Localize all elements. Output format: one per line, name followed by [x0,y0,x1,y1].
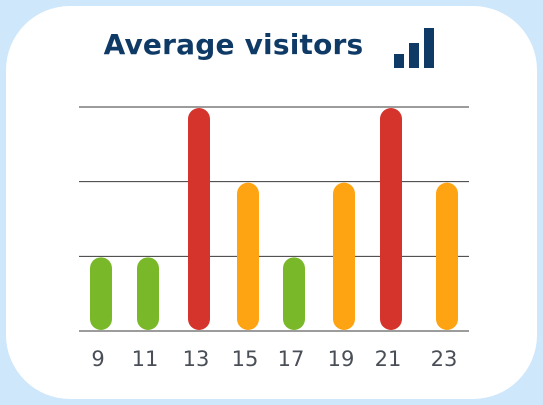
x-tick-label: 9 [91,347,104,371]
bar-19 [333,182,355,330]
bar-21 [380,108,402,330]
bar-9 [90,257,112,330]
x-tick-label: 15 [232,347,259,371]
x-tick-label: 23 [431,347,458,371]
x-tick-label: 19 [328,347,355,371]
bar-15 [237,182,259,330]
bar-chart-icon [394,28,434,68]
bar-13 [188,108,210,330]
x-tick-label: 11 [132,347,159,371]
bar-11 [137,257,159,330]
bar-17 [283,257,305,330]
x-tick-label: 21 [375,347,402,371]
x-tick-label: 17 [278,347,305,371]
chart-title: Average visitors [103,28,364,61]
x-tick-label: 13 [183,347,210,371]
bar-23 [436,182,458,330]
